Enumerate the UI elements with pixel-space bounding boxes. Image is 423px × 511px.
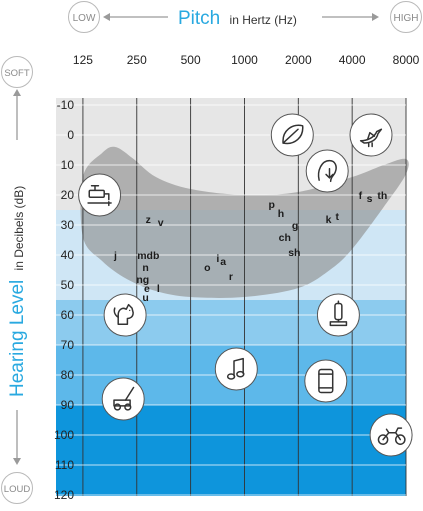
faucet-icon-circle xyxy=(78,173,122,217)
high-badge xyxy=(390,1,422,33)
speech-sound-h: h xyxy=(278,208,284,220)
loud-label: LOUD xyxy=(4,484,31,495)
speech-sound-n: n xyxy=(142,262,148,274)
svg-text:Pitch in Hertz (Hz): Pitch in Hertz (Hz) xyxy=(178,8,297,29)
y-tick-120: 120 xyxy=(54,488,74,502)
music-note-icon-circle xyxy=(214,347,258,391)
whisper-icon-glyph xyxy=(317,159,337,183)
dog-icon xyxy=(103,293,147,337)
speech-sound-u: u xyxy=(142,292,148,304)
speech-sound-j: j xyxy=(113,250,117,262)
loud-badge xyxy=(1,472,33,504)
y-tick-90: 90 xyxy=(61,398,75,412)
axis-ticks: 125 250 500 1000 2000 4000 8000 -10 0 10 20 30 40 50 6… xyxy=(54,53,420,502)
y-tick--10: -10 xyxy=(57,98,75,112)
y-tick-0: 0 xyxy=(67,128,74,142)
low-arrowhead xyxy=(103,13,110,21)
pitch-unit: in Hertz (Hz) xyxy=(230,13,297,27)
y-tick-30: 30 xyxy=(61,218,75,232)
dog-icon-glyph xyxy=(113,303,134,325)
vacuum-icon-glyph xyxy=(329,300,348,327)
high-arrowhead xyxy=(372,13,379,21)
speech-sound-s: s xyxy=(367,193,373,205)
leaf-icon-glyph xyxy=(282,124,304,145)
pitch-header: LOW Pitch in Hertz (Hz) HIGH xyxy=(68,1,422,33)
motorcycle-icon xyxy=(369,413,413,457)
y-tick-20: 20 xyxy=(61,188,75,202)
phone-icon-glyph xyxy=(318,368,334,394)
loud-arrowhead xyxy=(13,458,21,465)
y-tick-70: 70 xyxy=(61,338,75,352)
faucet-icon xyxy=(78,173,122,217)
lawnmower-icon xyxy=(101,377,145,421)
speech-sound-i: i xyxy=(216,253,219,265)
x-tick-8000: 8000 xyxy=(393,53,420,67)
speech-sound-z: z xyxy=(146,214,151,226)
y-tick-80: 80 xyxy=(61,368,75,382)
speech-sound-l: l xyxy=(157,283,160,295)
speech-sound-v: v xyxy=(158,217,164,229)
sound-icons xyxy=(78,113,413,457)
y-tick-60: 60 xyxy=(61,308,75,322)
bird-icon-glyph xyxy=(359,128,383,148)
y-tick-10: 10 xyxy=(61,158,75,172)
low-badge xyxy=(68,1,100,33)
vacuum-icon xyxy=(316,293,360,337)
leaf-icon xyxy=(270,113,314,157)
pitch-title: Pitch xyxy=(178,8,220,29)
level-title: Hearing Level xyxy=(7,280,28,397)
motorcycle-icon-circle xyxy=(369,413,413,457)
phone-icon xyxy=(304,359,348,403)
x-tick-4000: 4000 xyxy=(339,53,366,67)
x-tick-2000: 2000 xyxy=(285,53,312,67)
faucet-icon-glyph xyxy=(87,185,112,207)
level-unit: in Decibels (dB) xyxy=(12,186,26,271)
speech-sound-f: f xyxy=(359,190,363,202)
whisper-icon-circle xyxy=(305,149,349,193)
bird-icon-circle xyxy=(349,113,393,157)
speech-sound-t: t xyxy=(335,211,339,223)
speech-sound-p: p xyxy=(268,199,274,211)
soft-badge xyxy=(1,56,33,88)
speech-sound-e: e xyxy=(144,283,150,295)
soft-label: SOFT xyxy=(4,68,30,79)
speech-sound-o: o xyxy=(204,262,210,274)
speech-sound-sh: sh xyxy=(288,247,300,259)
whisper-icon xyxy=(305,149,349,193)
level-side: SOFT Hearing Level in Decibels (dB) LOUD xyxy=(1,56,33,504)
speech-sound-g: g xyxy=(292,220,298,232)
band-90-120 xyxy=(56,405,406,496)
low-label: LOW xyxy=(73,13,96,24)
bird-icon xyxy=(349,113,393,157)
speech-sound-th: th xyxy=(377,190,387,202)
high-label: HIGH xyxy=(394,13,419,24)
speech-sound-a: a xyxy=(220,256,226,268)
y-tick-50: 50 xyxy=(61,278,75,292)
y-tick-100: 100 xyxy=(54,428,74,442)
dog-icon-circle xyxy=(103,293,147,337)
x-tick-250: 250 xyxy=(127,53,147,67)
vacuum-icon-circle xyxy=(316,293,360,337)
svg-text:Hearing Level in Decibel: Hearing Level in Decibels (dB) xyxy=(7,186,28,397)
speech-sound-k: k xyxy=(326,214,332,226)
lawnmower-icon-circle xyxy=(101,377,145,421)
speech-sound-mdb: mdb xyxy=(137,250,159,262)
phone-icon-circle xyxy=(304,359,348,403)
y-tick-40: 40 xyxy=(61,248,75,262)
lawnmower-icon-glyph xyxy=(113,386,135,411)
x-tick-500: 500 xyxy=(181,53,201,67)
x-tick-1000: 1000 xyxy=(231,53,258,67)
speech-sound-r: r xyxy=(229,271,233,283)
soft-arrowhead xyxy=(13,89,21,96)
music-note-icon-glyph xyxy=(226,357,245,380)
motorcycle-icon-glyph xyxy=(377,427,406,445)
y-tick-110: 110 xyxy=(55,458,74,472)
speech-sound-ng: ng xyxy=(136,274,149,286)
music-note-icon xyxy=(214,347,258,391)
x-tick-125: 125 xyxy=(73,53,93,67)
speech-sound-ch: ch xyxy=(279,232,291,244)
